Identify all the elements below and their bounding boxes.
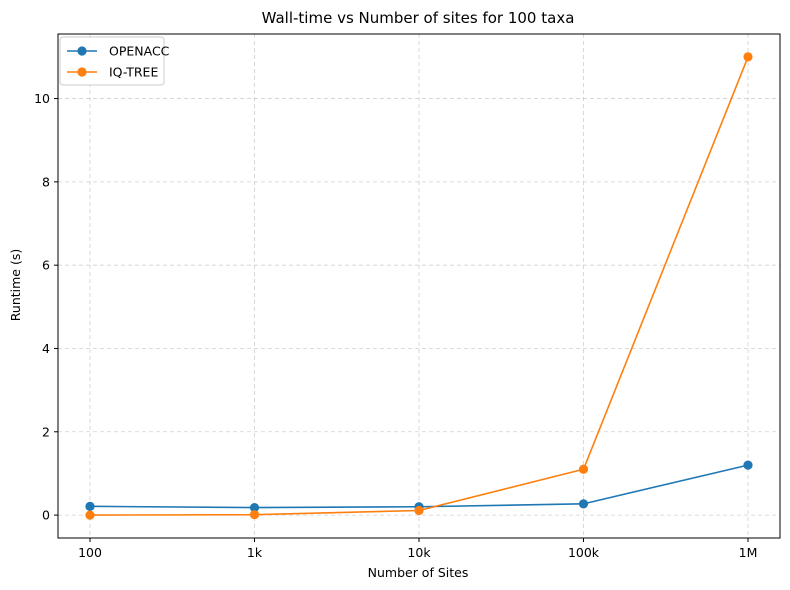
y-axis-label: Runtime (s) — [8, 249, 23, 321]
x-tick-label: 1M — [739, 545, 758, 560]
data-point — [743, 460, 753, 470]
legend-marker-iqtree — [77, 67, 87, 77]
tick-labels: 100 1k 10k 100k 1M 0 2 4 6 8 10 — [34, 91, 757, 560]
x-tick-label: 100 — [78, 545, 102, 560]
y-tick-label: 4 — [42, 341, 50, 356]
data-point — [249, 502, 260, 513]
data-point — [85, 510, 95, 520]
x-tick-label: 1k — [247, 545, 263, 560]
legend-label-openacc: OPENACC — [109, 44, 170, 59]
data-point — [85, 501, 95, 511]
y-tick-label: 6 — [42, 258, 50, 273]
chart-title: Wall-time vs Number of sites for 100 tax… — [262, 9, 575, 27]
x-axis-label: Number of Sites — [368, 565, 469, 580]
y-tick-label: 10 — [34, 91, 50, 106]
data-point — [578, 464, 589, 474]
legend-label-iqtree: IQ-TREE — [109, 65, 158, 80]
legend-entry-iqtree: IQ-TREE — [67, 65, 158, 80]
series-iq-tree — [85, 52, 753, 520]
data-point — [414, 505, 424, 516]
y-tick-label: 2 — [42, 424, 50, 439]
legend-entry-openacc: OPENACC — [67, 44, 170, 59]
data-point — [743, 52, 753, 62]
legend: OPENACC IQ-TREE — [59, 36, 170, 86]
series-layer — [85, 52, 753, 520]
legend-marker-openacc — [77, 46, 87, 56]
y-tick-label: 8 — [42, 174, 50, 189]
data-point — [249, 510, 260, 520]
data-point — [578, 499, 589, 509]
x-tick-label: 100k — [568, 545, 600, 560]
x-tick-label: 10k — [407, 545, 431, 560]
y-tick-label: 0 — [42, 508, 50, 523]
